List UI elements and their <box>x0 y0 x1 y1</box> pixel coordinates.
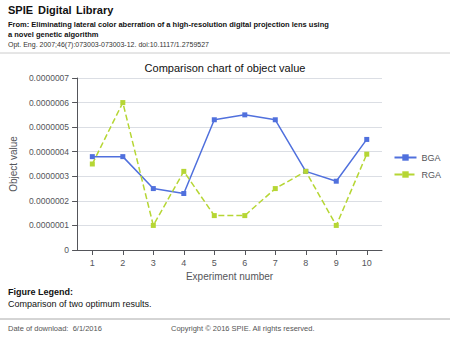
svg-text:0.0000004: 0.0000004 <box>29 147 69 157</box>
svg-text:Comparison chart of object val: Comparison chart of object value <box>145 62 306 74</box>
svg-text:BGA: BGA <box>421 153 440 163</box>
svg-text:8: 8 <box>303 258 308 268</box>
svg-text:Figure Legend:: Figure Legend: <box>8 287 73 297</box>
svg-text:SPIE: SPIE <box>8 4 33 16</box>
svg-text:Library: Library <box>76 4 114 16</box>
svg-text:Copyright © 2016 SPIE. All rig: Copyright © 2016 SPIE. All rights reserv… <box>171 324 315 333</box>
svg-text:Experiment number: Experiment number <box>186 271 274 282</box>
svg-text:3: 3 <box>151 258 156 268</box>
svg-text:Date of download: 6/1/2016: Date of download: 6/1/2016 <box>8 324 102 333</box>
svg-text:Digital: Digital <box>38 4 72 16</box>
svg-text:1: 1 <box>90 258 95 268</box>
svg-text:0.0000005: 0.0000005 <box>29 122 69 132</box>
svg-text:0: 0 <box>64 245 69 255</box>
svg-text:a novel genetic algorithm: a novel genetic algorithm <box>8 30 99 39</box>
svg-text:RGA: RGA <box>421 170 441 180</box>
svg-text:0.0000003: 0.0000003 <box>29 171 69 181</box>
svg-text:Opt. Eng. 2007;46(7):073003-07: Opt. Eng. 2007;46(7):073003-073003-12. d… <box>8 41 209 49</box>
svg-text:6: 6 <box>242 258 247 268</box>
svg-text:0.0000001: 0.0000001 <box>29 220 69 230</box>
svg-text:0.0000002: 0.0000002 <box>29 196 69 206</box>
svg-text:2: 2 <box>120 258 125 268</box>
svg-text:4: 4 <box>181 258 186 268</box>
svg-text:5: 5 <box>212 258 217 268</box>
svg-text:9: 9 <box>334 258 339 268</box>
svg-text:Comparison of two optimum resu: Comparison of two optimum results. <box>8 299 152 309</box>
svg-text:Object value: Object value <box>8 136 19 192</box>
svg-text:10: 10 <box>362 258 372 268</box>
svg-text:From: Eliminating lateral colo: From: Eliminating lateral color aberrati… <box>8 20 329 29</box>
svg-text:0.0000007: 0.0000007 <box>29 73 69 83</box>
svg-text:7: 7 <box>273 258 278 268</box>
svg-text:0.0000006: 0.0000006 <box>29 98 69 108</box>
